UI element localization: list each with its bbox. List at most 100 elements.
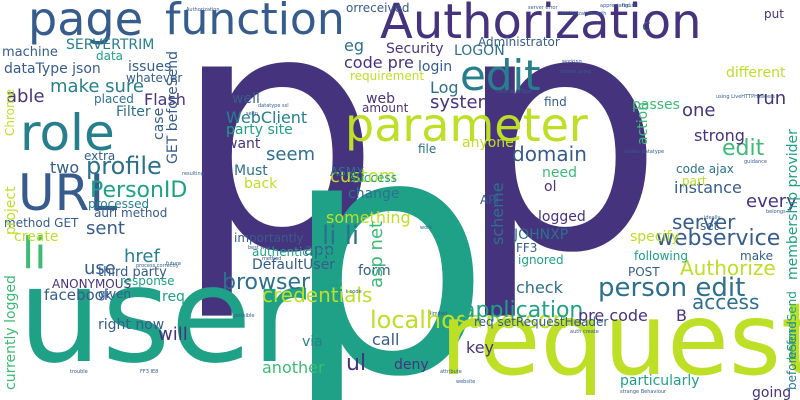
word-cloud-term: need — [542, 165, 577, 181]
word-cloud-term: website — [456, 379, 476, 385]
word-cloud-term: anyone — [462, 135, 514, 151]
word-cloud-term: party site — [226, 122, 293, 138]
word-cloud-term: via — [302, 334, 323, 350]
word-cloud-term: profile — [86, 152, 162, 180]
word-cloud-term: user — [18, 239, 306, 393]
word-cloud-term: Log — [430, 78, 459, 97]
word-cloud-term: appreciated — [600, 3, 630, 9]
word-cloud-term: li li — [322, 221, 360, 251]
word-cloud-term: different — [726, 65, 786, 81]
word-cloud-term: URL — [18, 164, 118, 222]
word-cloud-term: will — [158, 324, 188, 345]
word-cloud-term: function — [165, 0, 345, 45]
word-cloud-term: method GET — [4, 216, 79, 230]
word-cloud-term: SERVERTRIM — [66, 37, 155, 53]
word-cloud-term: ASMX — [330, 165, 365, 179]
word-cloud-term: setting — [124, 19, 142, 25]
word-cloud-term: FF3 — [516, 241, 538, 255]
word-cloud-term: localhost person — [370, 306, 568, 334]
word-cloud-term: strange Behaviour — [620, 389, 667, 395]
word-cloud-term: response — [120, 274, 175, 288]
word-cloud-term: currently logged — [3, 275, 19, 390]
word-cloud-term: working — [562, 59, 582, 65]
word-cloud-term: specify — [630, 229, 680, 245]
word-cloud-term: run — [756, 88, 787, 109]
word-cloud-term: create — [14, 229, 59, 245]
word-cloud-term: server — [672, 210, 736, 234]
word-cloud-term: webservice — [656, 226, 781, 251]
word-cloud-term: request — [440, 281, 800, 398]
word-cloud-term: requirement — [350, 69, 425, 83]
word-cloud-term: key — [466, 338, 495, 357]
word-cloud-term: person edit — [598, 273, 746, 303]
word-cloud-term: going — [752, 385, 792, 400]
word-cloud-term: req setRequestHeader — [474, 315, 609, 329]
word-cloud-term: logged — [538, 209, 586, 225]
word-cloud-term: orreceived — [346, 1, 410, 15]
word-cloud-term: ol — [544, 179, 557, 195]
word-cloud-term: DefaultUser — [252, 257, 336, 273]
word-cloud-term: li — [22, 228, 47, 279]
word-cloud-term: c — [642, 16, 651, 35]
word-cloud-term: seen — [246, 111, 258, 117]
word-cloud-term: particularly — [620, 373, 700, 389]
word-cloud-term: edit — [722, 136, 765, 161]
word-cloud-term: authentication — [252, 245, 340, 259]
word-cloud-term: whatever — [126, 71, 183, 85]
word-cloud-term: using LiveHTTPHeaders — [716, 94, 775, 100]
word-cloud-term: WebClient — [226, 108, 308, 127]
word-cloud-term: machine — [2, 45, 58, 60]
word-cloud-term: something — [326, 208, 411, 227]
word-cloud-term: able — [6, 86, 45, 107]
word-cloud-term: ideally — [704, 215, 721, 221]
word-cloud-term: extra — [84, 149, 116, 163]
word-cloud-term: case — [151, 107, 167, 140]
word-cloud-term: change — [348, 186, 400, 202]
word-cloud-term: ANONYMOUS — [52, 277, 132, 291]
word-cloud-term: t code — [346, 289, 362, 295]
word-cloud-term: beforeSend — [785, 291, 799, 360]
word-cloud-term: Administrator — [478, 35, 560, 49]
word-cloud-term: given — [98, 287, 132, 301]
word-cloud-term: resulting — [182, 171, 204, 177]
word-cloud-term: want — [226, 136, 261, 152]
word-cloud-term: make sure — [50, 76, 145, 97]
word-cloud-term: sent — [86, 218, 125, 239]
word-cloud-term: process correctly — [136, 263, 179, 269]
word-cloud-term: asp net — [366, 220, 387, 288]
word-cloud-term: use — [84, 258, 116, 279]
word-cloud-term: custom — [330, 166, 397, 187]
word-cloud-term: req — [162, 289, 185, 305]
word-cloud-term: POST — [628, 265, 660, 279]
word-cloud-term: pre code — [578, 306, 648, 325]
word-cloud-term: placed — [94, 92, 134, 106]
word-cloud-term: strong — [694, 126, 745, 145]
word-cloud-term: deny — [394, 357, 429, 373]
word-cloud-term: back — [244, 176, 278, 192]
word-cloud-term: Authorization — [380, 0, 702, 50]
word-cloud-term: auth create — [570, 329, 599, 335]
word-cloud-term: Security — [386, 41, 444, 57]
word-cloud-term: parameter — [345, 98, 588, 152]
word-cloud-term: attribute — [440, 369, 462, 375]
word-cloud-term: aurl method — [94, 206, 168, 220]
word-cloud-term: ul — [346, 351, 367, 376]
word-cloud-term: PersonID — [90, 178, 188, 203]
word-cloud-term: trouble — [70, 369, 88, 375]
word-cloud-term: page — [28, 0, 143, 46]
word-cloud-term: processed — [88, 197, 150, 211]
word-cloud-term: datatype ssl — [258, 103, 289, 109]
word-cloud-term: amount — [362, 101, 409, 115]
word-cloud-term: importantly — [234, 231, 304, 245]
word-cloud-term: Authorization — [186, 7, 220, 13]
word-cloud-term: credentials — [262, 283, 373, 307]
word-cloud-term: another — [262, 358, 325, 377]
word-cloud-term: p — [172, 0, 382, 325]
word-cloud-term: Flash — [144, 90, 186, 109]
word-cloud-term: GET beforeSend — [165, 50, 181, 164]
word-cloud-term: JOHNXP — [514, 227, 569, 243]
word-cloud-term: data — [96, 49, 124, 63]
word-cloud-term: guidance — [744, 159, 767, 165]
word-cloud-term: edit — [460, 51, 541, 100]
word-cloud-term: belongs — [766, 209, 786, 215]
